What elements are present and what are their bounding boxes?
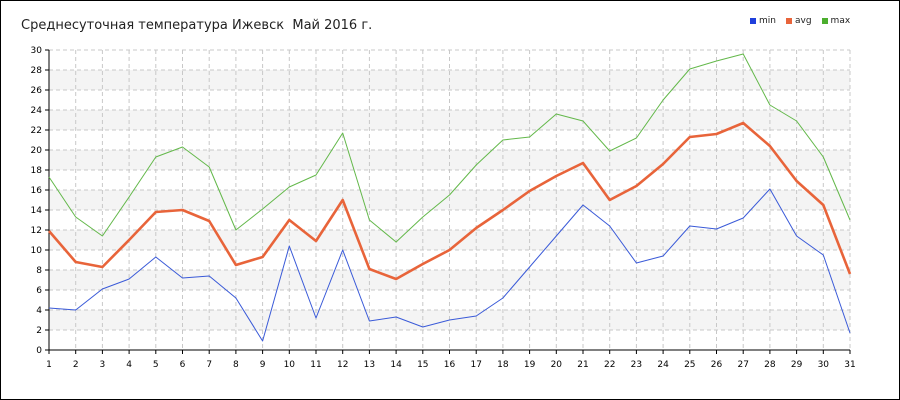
y-tick-label: 20 <box>31 146 43 156</box>
x-tick-label: 3 <box>100 360 106 370</box>
y-tick-label: 14 <box>31 206 43 216</box>
legend-swatch-min <box>750 18 756 24</box>
y-tick-label: 26 <box>31 86 43 96</box>
x-tick-label: 26 <box>711 360 723 370</box>
x-tick-label: 18 <box>497 360 509 370</box>
y-tick-label: 8 <box>36 266 42 276</box>
chart-title: Среднесуточная температура Ижевск Май 20… <box>21 18 373 33</box>
legend-label-max: max <box>830 16 851 26</box>
x-tick-label: 13 <box>364 360 375 370</box>
x-tick-label: 7 <box>206 360 212 370</box>
x-tick-label: 14 <box>390 360 402 370</box>
x-tick-label: 2 <box>73 360 79 370</box>
x-tick-label: 16 <box>444 360 456 370</box>
x-tick-label: 28 <box>764 360 776 370</box>
x-tick-label: 22 <box>604 360 615 370</box>
y-tick-label: 30 <box>31 46 43 56</box>
x-tick-label: 23 <box>631 360 642 370</box>
y-tick-label: 0 <box>36 346 42 356</box>
gridlines <box>49 49 851 350</box>
x-tick-label: 12 <box>337 360 348 370</box>
x-tick-label: 27 <box>737 360 748 370</box>
y-tick-label: 2 <box>36 326 42 336</box>
x-tick-label: 25 <box>684 360 695 370</box>
x-tick-label: 20 <box>551 360 563 370</box>
series-line-min <box>48 188 851 342</box>
legend-item-avg: avg <box>785 16 812 26</box>
x-tick-label: 21 <box>577 360 588 370</box>
x-tick-label: 15 <box>417 360 428 370</box>
x-tick-label: 9 <box>260 360 266 370</box>
legend-item-max: max <box>821 16 851 26</box>
x-tick-label: 1 <box>46 360 52 370</box>
series-layer <box>48 53 852 342</box>
x-tick-label: 29 <box>791 360 803 370</box>
x-tick-label: 30 <box>818 360 830 370</box>
y-tick-label: 24 <box>31 106 43 116</box>
y-tick-label: 22 <box>31 126 42 136</box>
legend-swatch-avg <box>785 18 792 24</box>
legend: min avg max <box>750 16 850 26</box>
x-tick-label: 24 <box>657 360 669 370</box>
x-tick-label: 8 <box>233 360 239 370</box>
series-line-avg <box>48 121 852 281</box>
y-tick-label: 16 <box>31 186 43 196</box>
x-tick-label: 31 <box>844 360 855 370</box>
x-tick-label: 4 <box>126 360 132 370</box>
legend-item-min: min <box>750 16 776 26</box>
legend-label-avg: avg <box>794 16 812 26</box>
legend-label-min: min <box>759 16 776 26</box>
y-tick-label: 28 <box>31 66 43 76</box>
x-tick-label: 19 <box>524 360 536 370</box>
legend-swatch-max <box>821 18 828 24</box>
background-band <box>49 150 850 170</box>
y-tick-label: 18 <box>31 166 43 176</box>
y-tick-label: 6 <box>36 286 42 296</box>
x-tick-label: 10 <box>284 360 296 370</box>
series-line-max <box>48 53 851 243</box>
x-tick-label: 5 <box>153 360 159 370</box>
y-tick-label: 4 <box>36 306 42 316</box>
y-tick-label: 12 <box>31 226 42 236</box>
background-band <box>49 270 850 290</box>
x-tick-label: 6 <box>180 360 186 370</box>
x-tick-label: 11 <box>310 360 321 370</box>
x-tick-label: 17 <box>470 360 481 370</box>
y-tick-label: 10 <box>31 246 43 256</box>
